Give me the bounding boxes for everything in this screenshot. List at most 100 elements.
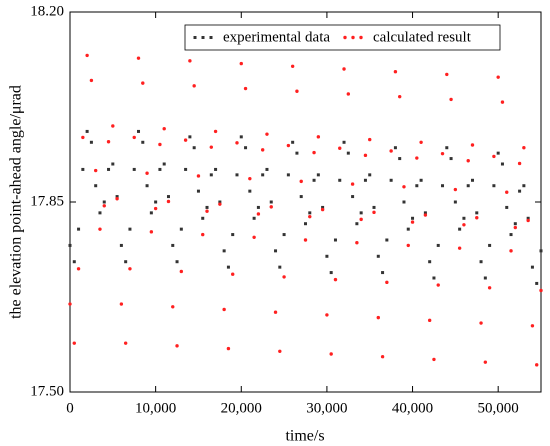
data-point: [380, 355, 385, 359]
data-point: [453, 200, 457, 204]
data-point: [154, 200, 158, 204]
data-point: [342, 140, 346, 144]
data-point: [372, 205, 376, 209]
legend-marker: [359, 35, 363, 40]
data-point: [179, 269, 184, 274]
data-point: [355, 222, 359, 226]
data-point: [179, 227, 183, 231]
x-tick-label: 30,000: [306, 400, 347, 416]
data-point: [505, 205, 509, 209]
data-point: [329, 352, 333, 356]
y-tick-label: 18.20: [30, 3, 64, 19]
data-point: [209, 145, 213, 149]
data-point: [346, 92, 351, 96]
data-point: [137, 129, 141, 133]
data-point: [175, 260, 179, 264]
data-point: [505, 190, 509, 194]
data-point: [381, 271, 385, 275]
data-point: [111, 162, 115, 166]
data-point: [483, 360, 488, 364]
data-point: [517, 161, 522, 166]
data-point: [445, 72, 449, 77]
x-tick-label: 40,000: [392, 400, 433, 416]
data-point: [72, 260, 76, 264]
data-point: [432, 357, 436, 362]
data-point: [406, 227, 410, 231]
data-point: [132, 167, 136, 171]
legend-marker: [351, 35, 355, 40]
data-point: [470, 178, 474, 182]
data-point: [453, 187, 458, 192]
data-point: [457, 246, 462, 250]
data-point: [475, 211, 479, 215]
data-point: [351, 195, 355, 199]
data-point: [393, 146, 397, 150]
data-point: [282, 233, 286, 237]
data-point: [376, 254, 380, 258]
data-point: [85, 129, 89, 133]
data-point: [428, 260, 432, 264]
data-point: [98, 227, 102, 231]
data-point: [393, 70, 398, 74]
data-point: [492, 154, 496, 159]
data-point: [449, 97, 453, 102]
data-point: [539, 249, 543, 253]
data-point: [166, 199, 171, 204]
data-point: [398, 157, 402, 161]
data-point: [128, 227, 132, 231]
data-point: [218, 200, 222, 204]
data-point: [171, 305, 175, 309]
data-point: [402, 185, 406, 189]
data-point: [342, 67, 346, 71]
data-point: [325, 254, 329, 258]
data-point: [440, 151, 445, 156]
data-point: [436, 283, 440, 287]
data-point: [376, 315, 380, 320]
plot-frame: [69, 11, 542, 393]
x-tick-label: 0: [66, 400, 74, 416]
data-point: [278, 349, 282, 353]
data-point: [226, 265, 230, 269]
data-point: [299, 179, 303, 184]
data-point: [402, 200, 406, 204]
data-point: [304, 222, 307, 226]
data-point: [333, 277, 338, 282]
data-point: [500, 100, 505, 104]
data-point: [128, 267, 132, 271]
data-point: [333, 238, 337, 242]
data-point: [102, 204, 106, 208]
data-point: [303, 238, 308, 242]
data-point: [290, 64, 295, 68]
data-point: [513, 225, 518, 230]
data-point: [256, 212, 261, 216]
data-point: [106, 140, 111, 144]
data-point: [158, 142, 162, 147]
legend-marker: [343, 35, 347, 40]
data-point: [350, 182, 355, 186]
data-point: [162, 162, 166, 166]
data-point: [509, 233, 513, 237]
data-point: [115, 195, 119, 199]
data-point: [243, 86, 248, 91]
data-point: [188, 135, 192, 139]
data-point: [115, 197, 119, 201]
data-point: [68, 302, 72, 306]
data-point: [466, 184, 470, 188]
data-point: [479, 321, 483, 325]
data-point: [496, 75, 500, 79]
data-point: [500, 162, 504, 166]
data-point: [136, 56, 141, 60]
data-point: [158, 167, 162, 171]
data-point: [436, 243, 440, 247]
data-point: [518, 189, 522, 193]
x-tick-label: 10,000: [135, 400, 176, 416]
data-point: [291, 140, 295, 144]
data-point: [76, 267, 81, 271]
data-point: [269, 205, 273, 209]
data-point: [479, 260, 483, 264]
data-point: [299, 195, 303, 199]
data-point: [509, 249, 513, 253]
data-point: [427, 318, 432, 323]
data-point: [132, 135, 136, 140]
data-point: [93, 168, 98, 173]
